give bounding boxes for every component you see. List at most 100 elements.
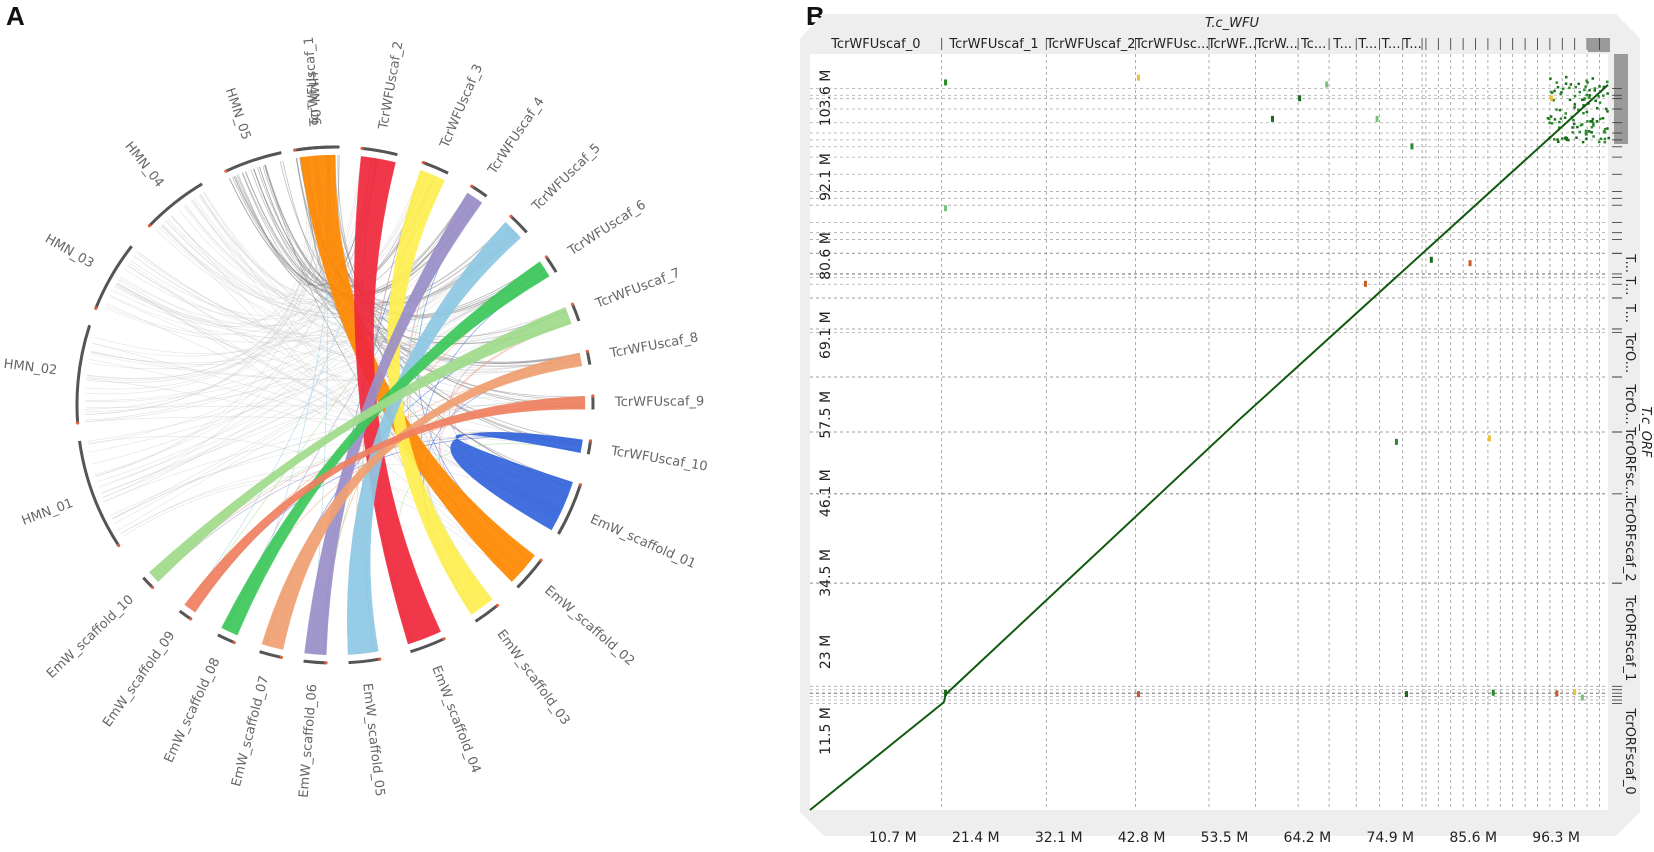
segment-start-tick <box>442 637 446 641</box>
segment-start-tick <box>293 148 297 152</box>
point <box>1270 115 1274 122</box>
point <box>1603 140 1607 144</box>
point <box>1585 79 1588 83</box>
diagonal-segment <box>809 701 945 811</box>
x-tick-label: 85.6 M <box>1449 830 1497 846</box>
x-scaffold-label: TcrW... <box>1255 37 1298 52</box>
point <box>1584 129 1588 136</box>
point <box>1569 83 1573 86</box>
point <box>1580 694 1584 701</box>
point <box>1394 438 1398 445</box>
synteny-diagonal <box>809 84 1609 811</box>
y-scaffold-label: T... <box>1622 303 1637 323</box>
point <box>1590 131 1594 134</box>
point <box>1563 116 1567 119</box>
y-scaffold-label: TcrORFscaf_0 <box>1622 707 1637 794</box>
point <box>1572 122 1576 126</box>
segment-start-tick <box>150 585 155 590</box>
segment-start-tick <box>189 617 193 621</box>
segment-start-tick <box>544 255 548 259</box>
segment-arc <box>422 161 449 175</box>
y-tick-label: 57.5 M <box>818 391 834 439</box>
ribbon-tcrwfuscaf_9 <box>184 396 586 613</box>
point <box>1559 117 1563 120</box>
point <box>1598 117 1602 121</box>
y-tick-label: 46.1 M <box>818 469 834 517</box>
point <box>1588 94 1591 97</box>
point <box>944 689 948 696</box>
point <box>1549 95 1553 102</box>
ribbon-tcrwfuscaf_5 <box>346 221 522 655</box>
hmn-link <box>102 156 364 498</box>
y-scaffold-labels: TcrORFscaf_0TcrORFscaf_1TcrORFscaf_2TcrO… <box>1622 253 1637 794</box>
point <box>1602 130 1606 133</box>
diagonal-segment <box>944 418 1241 696</box>
hmn-link <box>85 156 362 410</box>
point <box>1564 112 1567 115</box>
hmn-link <box>137 251 581 368</box>
x-scaffold-label: TcrWFUscaf_1 <box>948 37 1038 52</box>
point <box>1586 81 1589 84</box>
x-scaffold-label: T... <box>1402 37 1422 52</box>
point <box>1564 75 1568 79</box>
x-scaffold-label: T... <box>1332 37 1352 52</box>
ribbon-tcrwfuscaf_2 <box>354 156 441 645</box>
ribbon-tcrwfuscaf_8 <box>261 352 583 650</box>
point <box>1560 137 1564 140</box>
hmn-link <box>112 157 307 327</box>
x-tick-label: 21.4 M <box>952 830 1000 846</box>
segment-start-tick <box>117 543 121 548</box>
point <box>1363 280 1367 287</box>
point <box>1568 98 1572 102</box>
segment-start-tick <box>279 655 283 659</box>
point <box>1602 85 1606 89</box>
segment-label: TcrWFUscaf_2 <box>376 40 406 132</box>
point <box>944 205 948 212</box>
point <box>1605 80 1609 84</box>
segment-arc <box>178 609 192 621</box>
segment-label: HMN_04 <box>121 139 166 190</box>
point <box>1136 74 1140 81</box>
point <box>1573 106 1576 109</box>
segment-start-tick <box>324 661 328 665</box>
point <box>1549 115 1553 118</box>
segment-label: TcrWFUscaf_7 <box>593 266 683 312</box>
hmn-link <box>136 253 566 347</box>
segment-arc <box>585 351 592 365</box>
y-tick-label: 23 M <box>818 635 834 669</box>
point <box>1491 689 1495 696</box>
point <box>1552 98 1555 102</box>
x-genome-title: T.c_WFU <box>1205 16 1260 31</box>
point <box>1590 120 1594 123</box>
ribbon-tcrwfuscaf_4 <box>304 192 483 656</box>
x-tick-label: 42.8 M <box>1118 830 1166 846</box>
hmn-link <box>166 155 316 299</box>
circos-chord-diagram: TcrWFUscaf_1 TcrWFUscaf_2 TcrWFUscaf_3 TcrW… <box>3 36 709 798</box>
y-tick-label: 34.5 M <box>818 549 834 597</box>
point <box>1599 137 1603 141</box>
point <box>1572 118 1575 122</box>
segment-arc <box>303 659 327 665</box>
point <box>1557 140 1560 144</box>
point <box>1549 77 1552 80</box>
x-scaffold-label: TcrWFUscaf_2 <box>1045 37 1135 52</box>
point <box>1558 120 1561 124</box>
point <box>1429 256 1433 263</box>
segment-label: HMN_05 <box>222 86 253 142</box>
diagonal-segment <box>1239 84 1609 420</box>
hmn-link <box>124 171 426 320</box>
segment-start-tick <box>578 483 582 487</box>
hmn-link <box>133 255 581 370</box>
segment-label: EmW_scaffold_08 <box>162 656 224 766</box>
segment-arc <box>348 657 381 665</box>
segment-arc <box>78 440 120 547</box>
point <box>1591 77 1595 80</box>
ribbon-group <box>148 154 586 656</box>
segment-label: HMN_06 <box>304 72 323 127</box>
segment-arc <box>557 484 582 535</box>
x-tick-label: 32.1 M <box>1035 830 1083 846</box>
x-scaffold-label: TcrWFUsc... <box>1134 37 1209 52</box>
point <box>1564 82 1568 85</box>
point <box>1487 435 1491 442</box>
point <box>1563 137 1567 140</box>
